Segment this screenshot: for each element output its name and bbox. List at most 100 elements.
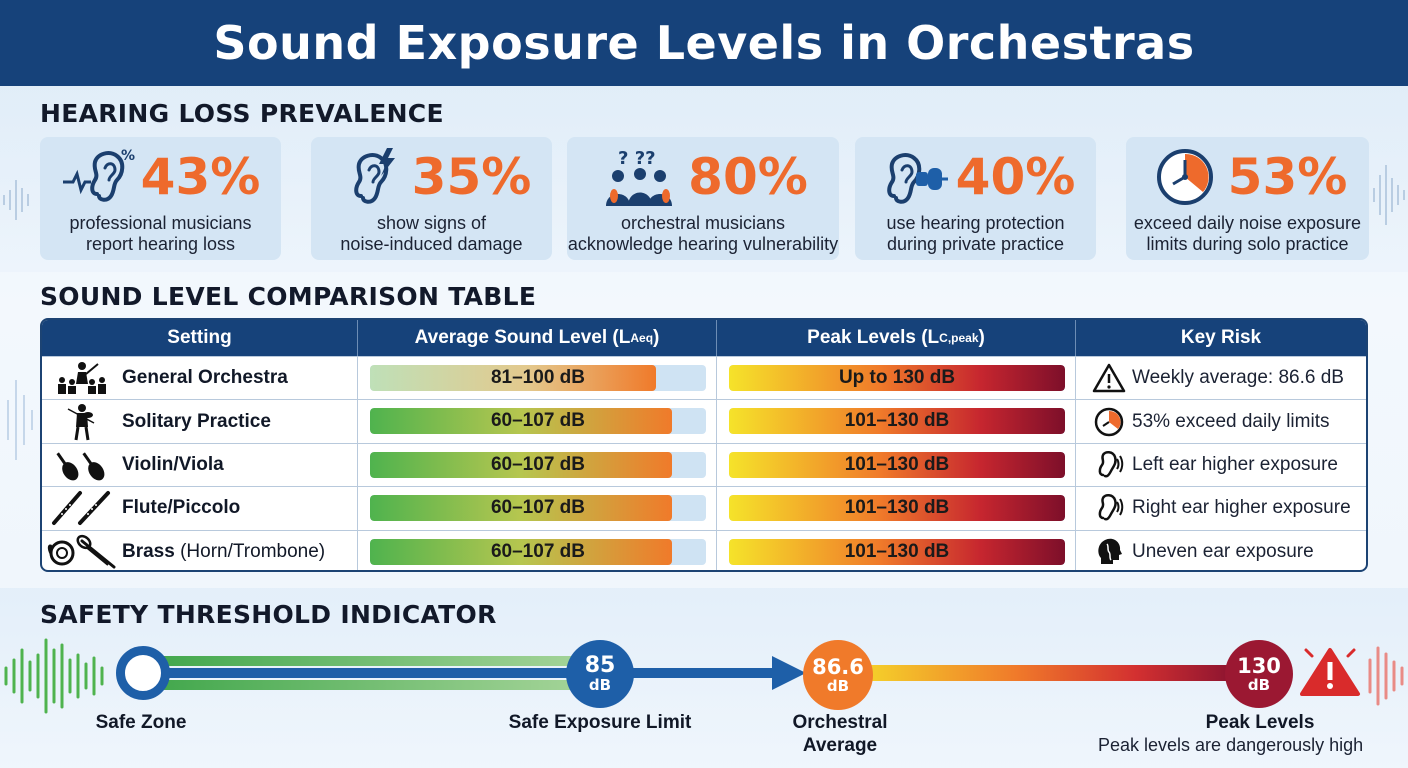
risk-text: Weekly average: 86.6 dB <box>1132 367 1344 389</box>
setting-name: Flute/Piccolo <box>122 497 241 519</box>
risk-text: Right ear higher exposure <box>1132 497 1351 519</box>
stat-value: 53% <box>1227 148 1348 206</box>
average-level-fill <box>370 408 673 435</box>
right-waveform-icon <box>1373 165 1405 225</box>
table-row: Solitary Practice 60–107 dB 101–130 dB 5… <box>42 399 1366 443</box>
stat-value: 35% <box>411 148 532 206</box>
stat-value: 40% <box>955 148 1076 206</box>
average-level-value: 60–107 dB <box>490 540 585 562</box>
peak-level-value: 101–130 dB <box>844 453 950 475</box>
warning-triangle-icon <box>1088 358 1130 398</box>
risk-text: Uneven ear exposure <box>1132 540 1314 562</box>
threshold-track <box>4 638 1404 714</box>
peak-level-bar: 101–130 dB <box>729 408 1065 435</box>
safe-limit-marker: 85 dB <box>566 640 634 708</box>
prevalence-heading: HEARING LOSS PREVALENCE <box>40 99 444 128</box>
peak-level-value: Up to 130 dB <box>838 367 956 388</box>
peak-level-fill <box>729 538 1065 565</box>
peak-level-value: 101–130 dB <box>844 410 950 432</box>
stat-description: professional musicians report hearing lo… <box>69 213 252 254</box>
peak-level-fill <box>729 408 1065 435</box>
horn-trombone-icon <box>42 532 122 570</box>
stat-description: show signs of noise-induced damage <box>340 213 523 254</box>
violinist-icon <box>42 402 122 442</box>
safe-limit-label: Safe Exposure Limit <box>508 712 692 733</box>
risk-text: 53% exceed daily limits <box>1132 410 1330 432</box>
peak-level-bar: 101–130 dB <box>729 451 1065 478</box>
column-setting: Setting <box>42 320 358 356</box>
peak-level-bar: 101–130 dB <box>729 538 1065 565</box>
column-peak: Peak Levels (L C,peak) <box>717 320 1076 356</box>
average-level-fill <box>370 495 673 522</box>
average-level-bar: 60–107 dB <box>370 408 706 435</box>
setting-name: General Orchestra <box>122 367 288 389</box>
peak-levels-note: Peak levels are dangerously high <box>1098 735 1364 755</box>
violins-icon <box>42 445 122 485</box>
peak-level-fill <box>729 495 1065 522</box>
orchestral-average-label: Orchestral Average <box>792 712 888 756</box>
conductor-orchestra-icon <box>42 358 122 398</box>
column-average: Average Sound Level (L Aeq) <box>358 320 717 356</box>
ear-sound-icon <box>1088 488 1130 528</box>
table-header: Setting Average Sound Level (L Aeq) Peak … <box>42 320 1366 356</box>
average-level-value: 60–107 dB <box>490 453 585 475</box>
peak-level-bar: Up to 130 dB <box>729 365 1065 391</box>
warning-triangle-icon <box>1300 648 1360 696</box>
peak-level-value: 101–130 dB <box>844 540 950 562</box>
setting-name: Solitary Practice <box>122 410 271 432</box>
average-level-value: 60–107 dB <box>490 410 585 432</box>
head-profile-icon <box>1088 532 1130 570</box>
peak-level-fill <box>729 365 1065 391</box>
comparison-table: Setting Average Sound Level (L Aeq) Peak … <box>40 318 1368 572</box>
stat-card-vulnerability: ? ?? 80% orchestral musicians acknowledg… <box>567 137 839 260</box>
peak-level-fill <box>729 451 1065 478</box>
table-row: Flute/Piccolo 60–107 dB 101–130 dB Right… <box>42 486 1366 530</box>
ear-soundwave-percent-icon: % <box>61 146 135 208</box>
setting-name: Violin/Viola <box>122 453 224 475</box>
ear-plug-icon <box>876 146 950 208</box>
table-row: General Orchestra 81–100 dB Up to 130 dB… <box>42 356 1366 400</box>
average-level-bar: 81–100 dB <box>370 365 706 391</box>
danger-waveform-icon <box>1368 646 1404 706</box>
stat-card-hearing-loss: % 43% professional musicians report hear… <box>40 137 281 260</box>
average-level-fill <box>370 538 673 565</box>
comparison-heading: SOUND LEVEL COMPARISON TABLE <box>40 282 537 311</box>
stat-description: use hearing protection during private pr… <box>886 213 1065 254</box>
peak-levels-label: Peak Levels <box>1205 712 1315 733</box>
left-waveform-icon <box>3 180 29 220</box>
average-level-fill <box>370 365 656 391</box>
stat-value: 80% <box>688 148 808 206</box>
musicians-question-icon: ? ?? <box>598 146 682 208</box>
stat-description: orchestral musicians acknowledge hearing… <box>567 213 839 254</box>
threshold-heading: SAFETY THRESHOLD INDICATOR <box>40 600 497 629</box>
stat-card-protection: 40% use hearing protection during privat… <box>855 137 1096 260</box>
table-row: Brass (Horn/Trombone) 60–107 dB 101–130 … <box>42 529 1366 570</box>
page-title: Sound Exposure Levels in Orchestras <box>213 16 1195 70</box>
safe-waveform-icon <box>4 638 104 714</box>
stat-card-noise-damage: 35% show signs of noise-induced damage <box>311 137 552 260</box>
column-risk: Key Risk <box>1180 327 1262 348</box>
average-level-value: 60–107 dB <box>490 497 585 519</box>
peak-level-value: 101–130 dB <box>844 497 950 519</box>
orchestral-average-marker: 86.6 dB <box>803 640 873 710</box>
risk-text: Left ear higher exposure <box>1132 453 1338 475</box>
stat-description: exceed daily noise exposure limits durin… <box>1133 213 1362 254</box>
left-waveform-2-icon <box>7 380 33 460</box>
peak-level-bar: 101–130 dB <box>729 495 1065 522</box>
ear-sound-icon <box>1088 445 1130 485</box>
safe-zone-label: Safe Zone <box>95 712 187 733</box>
average-level-fill <box>370 451 673 478</box>
clock-icon <box>1088 402 1130 442</box>
svg-text:%: % <box>121 148 135 164</box>
ear-lightning-icon <box>332 146 406 208</box>
safe-zone-marker <box>116 646 170 700</box>
table-row: Violin/Viola 60–107 dB 101–130 dB Left e… <box>42 442 1366 487</box>
svg-text:? ??: ? ?? <box>618 148 656 169</box>
average-level-bar: 60–107 dB <box>370 538 706 565</box>
clock-icon <box>1148 146 1222 208</box>
header-banner: Sound Exposure Levels in Orchestras <box>0 0 1408 86</box>
flutes-icon <box>42 488 122 528</box>
average-level-bar: 60–107 dB <box>370 495 706 522</box>
average-level-bar: 60–107 dB <box>370 451 706 478</box>
stat-card-daily-limits: 53% exceed daily noise exposure limits d… <box>1126 137 1369 260</box>
